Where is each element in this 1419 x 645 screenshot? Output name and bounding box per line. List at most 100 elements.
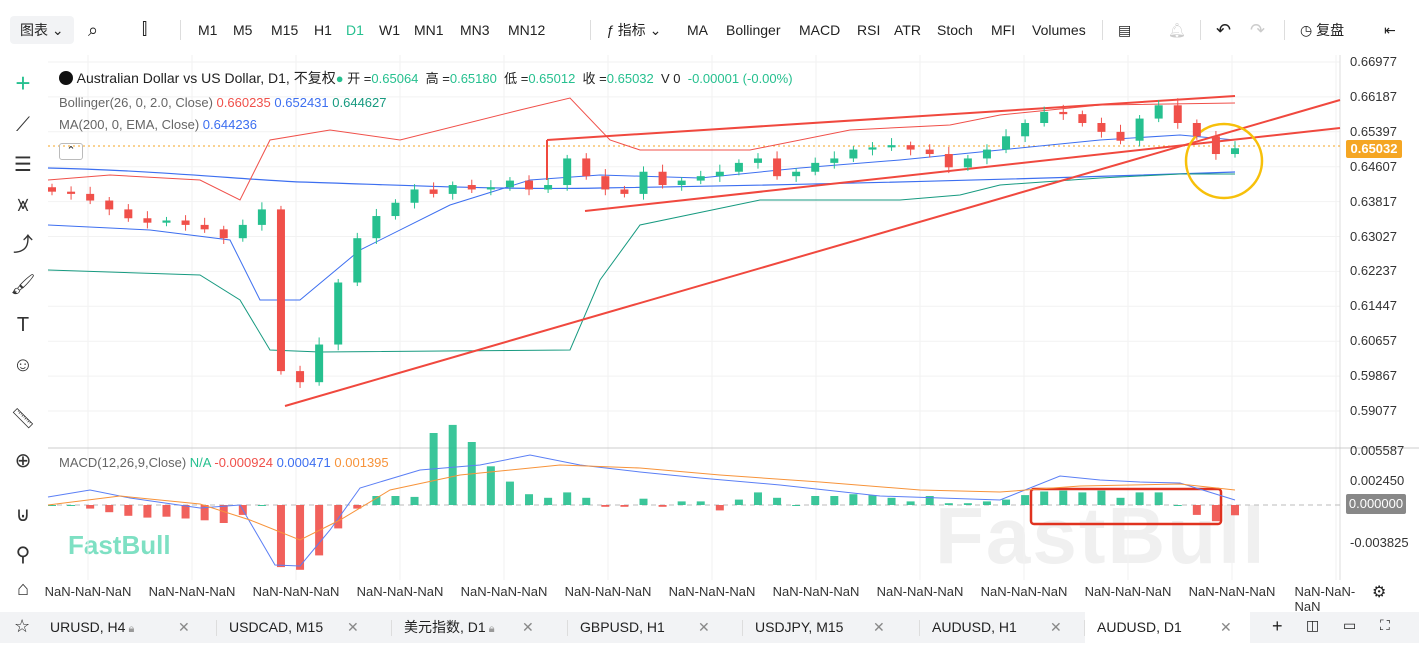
time-label: NaN-NaN-NaN (980, 584, 1068, 599)
trendline-icon[interactable]: ⟋ (16, 114, 30, 136)
macd-bar (1192, 505, 1201, 515)
close-tab-icon[interactable]: ✕ (522, 619, 534, 635)
macd-bar (715, 505, 724, 511)
open-value: 0.65064 (371, 71, 419, 86)
candle (48, 187, 56, 192)
template-icon[interactable]: ▤ (1118, 22, 1132, 38)
candle (1211, 136, 1220, 155)
symbol-title: Australian Dollar vs US Dollar, D1, 不复权 (76, 70, 336, 86)
candle (181, 220, 190, 225)
redo-icon[interactable]: ↷ (1250, 20, 1266, 40)
macd-bar (372, 496, 381, 505)
signal-line (47, 464, 1236, 541)
indicator-ma[interactable]: MA (687, 22, 708, 38)
search-icon[interactable]: ⌕ (88, 20, 99, 40)
crosshair-icon[interactable]: + (15, 68, 31, 98)
indicator-bollinger[interactable]: Bollinger (726, 22, 781, 38)
indicator-atr[interactable]: ATR (894, 22, 921, 38)
timeframe-d1[interactable]: D1 (346, 22, 364, 38)
macd-bar (639, 498, 648, 505)
chart-type-dropdown[interactable]: 图表 ⌄ (10, 16, 74, 44)
candle (1231, 148, 1239, 155)
zoom-in-icon[interactable]: ⊕ (14, 450, 32, 472)
macd-bar (677, 501, 686, 505)
indicator-mfi[interactable]: MFI (991, 22, 1016, 38)
pattern-icon[interactable]: ⩙ (17, 194, 29, 216)
alert-icon[interactable]: 🔔︎ (1168, 22, 1186, 38)
timeframe-mn12[interactable]: MN12 (508, 22, 546, 38)
macd-bar (124, 505, 133, 516)
add-tab-icon[interactable]: + (1272, 616, 1283, 636)
macd-bar (334, 505, 343, 529)
timeframe-h1[interactable]: H1 (314, 22, 332, 38)
lock-icon[interactable]: ⚲ (15, 544, 31, 566)
fibonacci-icon[interactable]: ⤴ (13, 234, 33, 256)
symbol-tab[interactable]: GBPUSD, H1 ✕ (568, 612, 728, 643)
candle (1097, 123, 1106, 132)
timeframe-m5[interactable]: M5 (233, 22, 253, 38)
symbol-tab[interactable]: 美元指数, D1 🔒︎ ✕ (392, 612, 552, 643)
macd-bar (753, 492, 762, 505)
macd-bar (1040, 491, 1049, 505)
text-icon[interactable]: T (16, 314, 30, 336)
macd-bar (773, 497, 782, 505)
indicator-rsi[interactable]: RSI (857, 22, 881, 38)
close-tab-icon[interactable]: ✕ (1220, 619, 1232, 635)
favorite-star-icon[interactable]: ☆ (14, 616, 31, 636)
symbol-tab[interactable]: AUDUSD, H1 ✕ (920, 612, 1080, 643)
timeframe-w1[interactable]: W1 (379, 22, 400, 38)
time-label: NaN-NaN-NaN (460, 584, 548, 599)
window-icon[interactable]: ▭ (1343, 617, 1357, 633)
macd-tick: -0.003825 (1350, 535, 1409, 550)
candle (1059, 111, 1068, 115)
tab-label: GBPUSD, H1 (580, 619, 665, 635)
indicator-volumes[interactable]: Volumes (1032, 22, 1086, 38)
macd-bar (944, 503, 953, 505)
indicators-button[interactable]: ƒ 指标 ⌄ (606, 22, 662, 38)
close-tab-icon[interactable]: ✕ (178, 619, 190, 635)
price-chart[interactable] (0, 0, 1419, 612)
macd-bar (353, 505, 362, 509)
layout-icon[interactable]: ◫ (1306, 617, 1320, 633)
candle (525, 180, 534, 190)
emoji-icon[interactable]: ☺ (12, 354, 34, 376)
close-tab-icon[interactable]: ✕ (1050, 619, 1062, 635)
collapse-legend-button[interactable]: ⌃ (59, 143, 83, 160)
delete-icon[interactable]: ⌂ (16, 578, 30, 600)
exit-fullscreen-icon[interactable]: ⇤ (1384, 22, 1396, 38)
indicators-label: 指标 (617, 22, 646, 38)
candle (715, 171, 724, 177)
close-tab-icon[interactable]: ✕ (873, 619, 885, 635)
candle (486, 187, 495, 190)
macd-bar (811, 496, 820, 505)
close-tab-icon[interactable]: ✕ (347, 619, 359, 635)
symbol-tab[interactable]: URUSD, H4 🔒︎ ✕ (50, 612, 208, 643)
macd-bar (486, 466, 495, 505)
symbol-tab[interactable]: USDJPY, M15 ✕ (743, 612, 903, 643)
symbol-tab[interactable]: USDCAD, M15 ✕ (217, 612, 377, 643)
timeframe-m15[interactable]: M15 (271, 22, 299, 38)
indicator-stoch[interactable]: Stoch (937, 22, 973, 38)
settings-gear-icon[interactable]: ⚙ (1372, 584, 1387, 601)
price-tick: 0.60657 (1350, 333, 1397, 349)
candlestick-icon[interactable]: ⫿ (142, 21, 148, 38)
close-label: 收 = (582, 71, 607, 86)
time-label: NaN-NaN-NaN (564, 584, 652, 599)
trendline-support (284, 99, 1341, 407)
candle (162, 220, 171, 223)
low-value: 0.65012 (528, 71, 576, 86)
close-tab-icon[interactable]: ✕ (698, 619, 710, 635)
fullscreen-icon[interactable]: ⛶ (1380, 617, 1390, 633)
horizontal-lines-icon[interactable]: ☰ (14, 154, 32, 176)
timeframe-mn1[interactable]: MN1 (414, 22, 444, 38)
brush-icon[interactable]: 🖌︎ (10, 274, 36, 296)
timeframe-m1[interactable]: M1 (198, 22, 218, 38)
ruler-icon[interactable]: 📏︎ (10, 408, 36, 430)
undo-icon[interactable]: ↶ (1216, 20, 1232, 40)
magnet-icon[interactable]: ⊍ (15, 504, 31, 526)
time-label: NaN-NaN-NaN (44, 584, 132, 599)
timeframe-mn3[interactable]: MN3 (460, 22, 490, 38)
replay-button[interactable]: ◷ 复盘 (1300, 18, 1344, 42)
indicator-macd[interactable]: MACD (799, 22, 841, 38)
symbol-tab[interactable]: AUDUSD, D1 ✕ (1085, 612, 1250, 643)
